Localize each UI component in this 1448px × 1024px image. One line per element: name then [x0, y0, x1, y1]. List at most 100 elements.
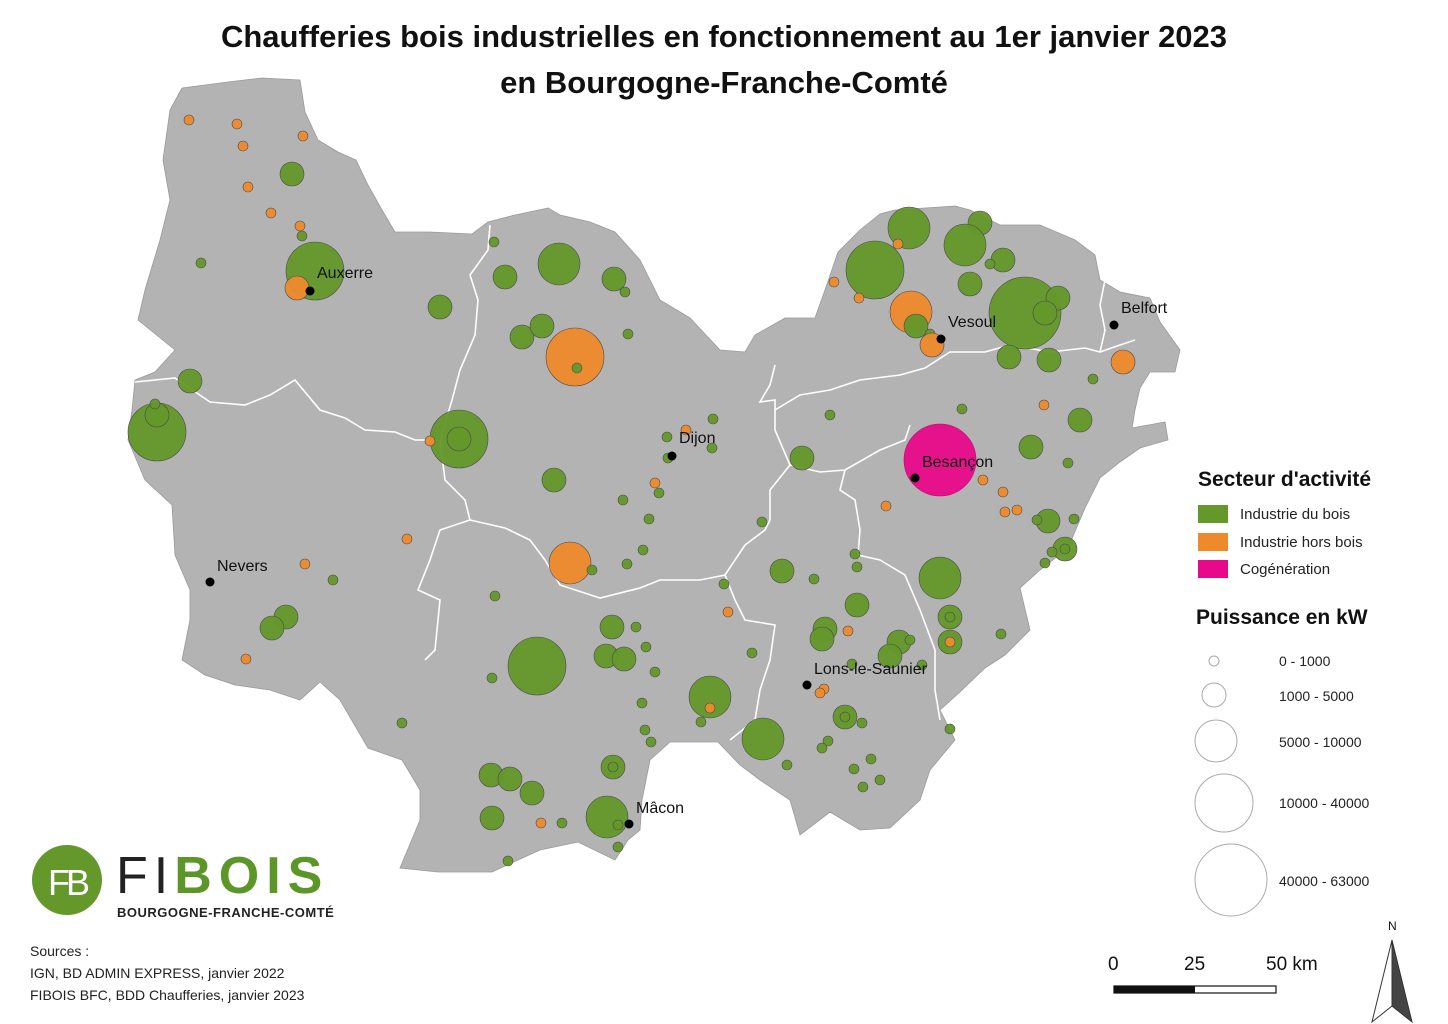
non-wood-industry-marker — [548, 541, 592, 585]
wood-industry-marker — [479, 805, 505, 831]
wood-industry-marker — [984, 258, 996, 270]
city-dot — [802, 680, 812, 690]
legend-label: Industrie hors bois — [1240, 533, 1363, 551]
wood-industry-marker — [1031, 514, 1043, 526]
wood-industry-marker — [903, 313, 929, 339]
non-wood-industry-marker — [680, 424, 692, 436]
fibois-logo-icon: FB — [32, 845, 102, 915]
wood-industry-marker — [856, 717, 868, 729]
scale-bar — [1113, 985, 1277, 994]
size-class-2-symbol — [1201, 682, 1227, 708]
size-class-label: 5000 - 10000 — [1279, 734, 1362, 750]
wood-industry-marker — [661, 431, 673, 443]
wood-industry-marker — [427, 294, 453, 320]
wood-industry-marker — [177, 368, 203, 394]
wood-industry-marker — [1039, 557, 1051, 569]
wood-industry-marker — [1087, 373, 1099, 385]
non-wood-industry-marker — [545, 327, 605, 387]
scale-tick-label: 50 km — [1266, 954, 1318, 975]
non-wood-industry-marker — [842, 625, 854, 637]
non-wood-industry-marker — [853, 292, 865, 304]
wood-industry-marker — [571, 362, 583, 374]
non-wood-industry-marker — [892, 238, 904, 250]
legend-label: Industrie du bois — [1240, 505, 1351, 523]
wood-industry-marker — [599, 614, 625, 640]
power-legend-title: Puissance en kW — [1196, 606, 1368, 629]
wood-industry-marker — [718, 578, 730, 590]
legend-item-wood: Industrie du bois — [1198, 505, 1350, 523]
logo-subtitle: BOURGOGNE-FRANCHE-COMTÉ — [117, 905, 335, 920]
wood-industry-marker — [279, 161, 305, 187]
sources-block: Sources : IGN, BD ADMIN EXPRESS, janvier… — [30, 940, 304, 1006]
wood-industry-marker — [1046, 546, 1058, 558]
department-boundaries — [134, 224, 1136, 741]
wood-industry-marker — [688, 675, 732, 719]
size-class-label: 40000 - 63000 — [1279, 873, 1370, 889]
non-wood-industry-marker — [997, 486, 1009, 498]
wood-industry-marker — [643, 513, 655, 525]
wood-industry-marker — [327, 574, 339, 586]
wood-industry-marker — [918, 556, 962, 600]
city-label: Lons-le-Saunier — [814, 661, 928, 678]
non-wood-industry-marker — [704, 702, 716, 714]
size-class-label: 10000 - 40000 — [1279, 795, 1370, 811]
wood-industry-marker — [887, 206, 931, 250]
non-wood-industry-marker — [265, 207, 277, 219]
wood-industry-marker — [639, 724, 651, 736]
wood-industry-marker — [816, 742, 828, 754]
wood-industry-marker — [849, 548, 861, 560]
wood-industry-marker — [944, 611, 956, 623]
svg-text:FB: FB — [48, 862, 89, 903]
title-line-2: en Bourgogne-Franche-Comté — [500, 65, 948, 100]
wood-industry-marker — [769, 558, 795, 584]
wood-industry-marker — [649, 666, 661, 678]
wood-industry-marker — [995, 628, 1007, 640]
wood-industry-marker — [488, 236, 500, 248]
wood-industry-marker — [916, 659, 928, 671]
non-wood-industry-marker — [722, 606, 734, 618]
wood-industry-marker — [809, 626, 835, 652]
wood-swatch — [1198, 505, 1228, 523]
wood-industry-marker — [1036, 347, 1062, 373]
city-label: Dijon — [679, 430, 715, 447]
wood-industry-marker — [607, 761, 619, 773]
wood-industry-marker — [990, 247, 1016, 273]
wood-industry-marker — [988, 276, 1062, 350]
wood-industry-marker — [509, 324, 535, 350]
wood-industry-marker — [637, 544, 649, 556]
wood-industry-marker — [706, 442, 718, 454]
non-wood-industry-marker — [649, 477, 661, 489]
city-dot — [910, 473, 920, 483]
city-dot — [667, 451, 677, 461]
region-shape — [127, 77, 1181, 873]
wood-industry-marker — [781, 759, 793, 771]
wood-industry-marker — [707, 413, 719, 425]
wood-industry-marker — [846, 658, 858, 670]
wood-industry-marker — [195, 257, 207, 269]
non-wood-industry-marker — [535, 817, 547, 829]
wood-industry-marker — [943, 223, 987, 267]
wood-industry-marker — [839, 711, 851, 723]
wood-industry-marker — [541, 467, 567, 493]
city-label: Auxerre — [317, 265, 373, 282]
wood-industry-marker — [611, 646, 637, 672]
non-wood-industry-marker — [242, 181, 254, 193]
wood-industry-marker — [502, 855, 514, 867]
city-dot — [305, 286, 315, 296]
scale-tick-label: 0 — [1108, 954, 1119, 975]
nonwood-swatch — [1198, 533, 1228, 551]
power-size-legend — [1194, 655, 1268, 917]
north-arrow-icon — [1371, 939, 1413, 1024]
non-wood-industry-marker — [1011, 504, 1023, 516]
non-wood-industry-marker — [814, 687, 826, 699]
wood-industry-marker — [149, 398, 161, 410]
sector-legend-title: Secteur d'activité — [1198, 468, 1372, 491]
wood-industry-marker — [1068, 513, 1080, 525]
wood-industry-marker — [486, 672, 498, 684]
wood-industry-marker — [612, 819, 624, 831]
size-class-label: 1000 - 5000 — [1279, 688, 1354, 704]
wood-industry-marker — [822, 735, 834, 747]
wood-industry-marker — [741, 717, 785, 761]
north-label: N — [1388, 919, 1397, 933]
size-class-label: 0 - 1000 — [1279, 653, 1331, 669]
